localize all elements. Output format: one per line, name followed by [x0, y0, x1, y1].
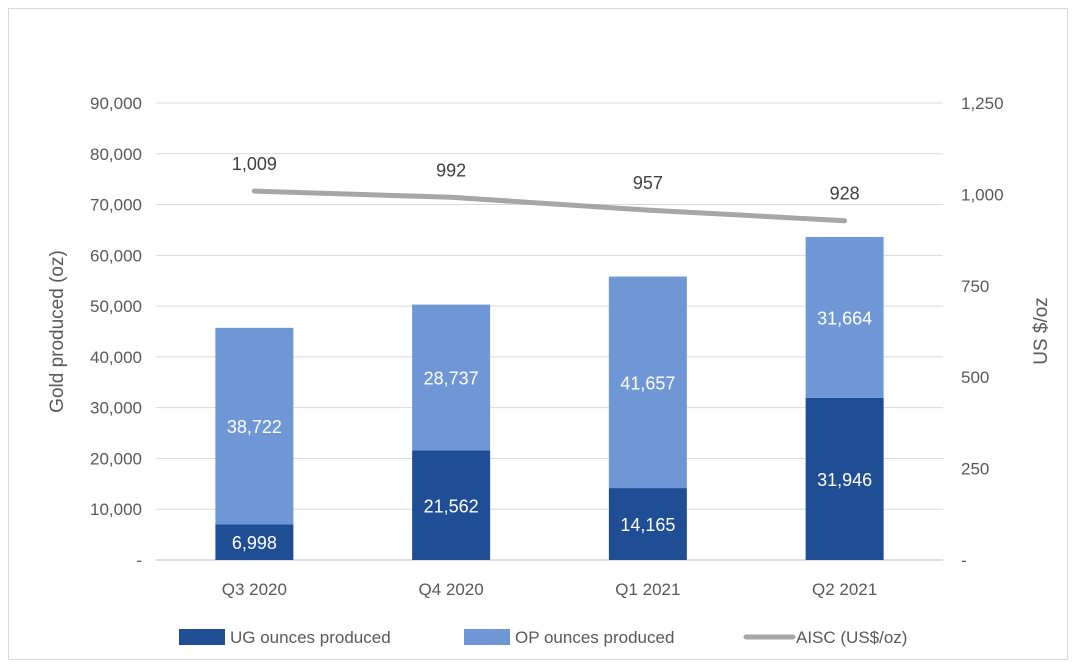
y-tick-label: 50,000 [90, 297, 142, 316]
y2-tick-label: 250 [961, 460, 989, 479]
legend-ug-label: UG ounces produced [230, 628, 391, 647]
y-tick-label: 80,000 [90, 145, 142, 164]
y-tick-label: 10,000 [90, 500, 142, 519]
y2-tick-label: 1,000 [961, 185, 1004, 204]
data-label-op: 38,722 [227, 417, 282, 437]
data-label-ug: 6,998 [232, 533, 277, 553]
y-tick-label: 90,000 [90, 94, 142, 113]
x-tick-label: Q1 2021 [615, 580, 680, 599]
x-tick-label: Q3 2020 [222, 580, 287, 599]
bar-ug-2[interactable] [608, 488, 687, 560]
aisc-data-label: 928 [830, 184, 860, 204]
bar-op-0[interactable] [215, 327, 294, 525]
bar-op-2[interactable] [608, 276, 687, 489]
data-label-op: 41,657 [620, 373, 675, 393]
y2-tick-label: 1,250 [961, 94, 1004, 113]
stacked-bar-line-chart: - 10,000 20,000 30,000 40,000 50,000 60,000 70,… [47, 94, 1052, 647]
y-tick-label: - [136, 551, 142, 570]
bar-ug-0[interactable] [215, 524, 294, 560]
legend-ug-swatch [179, 629, 225, 645]
legend-aisc-label: AISC (US$/oz) [796, 628, 907, 647]
y-tick-label: 60,000 [90, 246, 142, 265]
data-label-ug: 21,562 [424, 496, 479, 516]
data-label-op: 31,664 [817, 308, 872, 328]
y-axis-title: Gold produced (oz) [47, 250, 68, 413]
aisc-line[interactable] [251, 188, 848, 224]
y-tick-label: 20,000 [90, 449, 142, 468]
y2-axis-title: US $/oz [1031, 297, 1052, 365]
y2-tick-label: - [961, 551, 967, 570]
data-label-op: 28,737 [424, 369, 479, 389]
y2-tick-label: 750 [961, 277, 989, 296]
chart-frame: - 10,000 20,000 30,000 40,000 50,000 60,000 70,… [8, 8, 1068, 660]
data-label-ug: 31,946 [817, 470, 872, 490]
x-tick-label: Q4 2020 [419, 580, 484, 599]
y2-tick-label: 500 [961, 368, 989, 387]
data-label-ug: 14,165 [620, 515, 675, 535]
y-tick-label: 70,000 [90, 196, 142, 215]
y-tick-label: 40,000 [90, 348, 142, 367]
legend-op-swatch [464, 629, 510, 645]
x-tick-label: Q2 2021 [812, 580, 877, 599]
bar-op-1[interactable] [412, 304, 491, 451]
aisc-data-label: 1,009 [232, 154, 277, 174]
aisc-data-label: 957 [633, 173, 663, 193]
bar-ug-1[interactable] [412, 450, 491, 560]
legend-op-label: OP ounces produced [515, 628, 674, 647]
aisc-data-label: 992 [436, 160, 466, 180]
bar-op-3[interactable] [805, 237, 884, 398]
y-tick-label: 30,000 [90, 399, 142, 418]
bar-ug-3[interactable] [805, 397, 884, 560]
